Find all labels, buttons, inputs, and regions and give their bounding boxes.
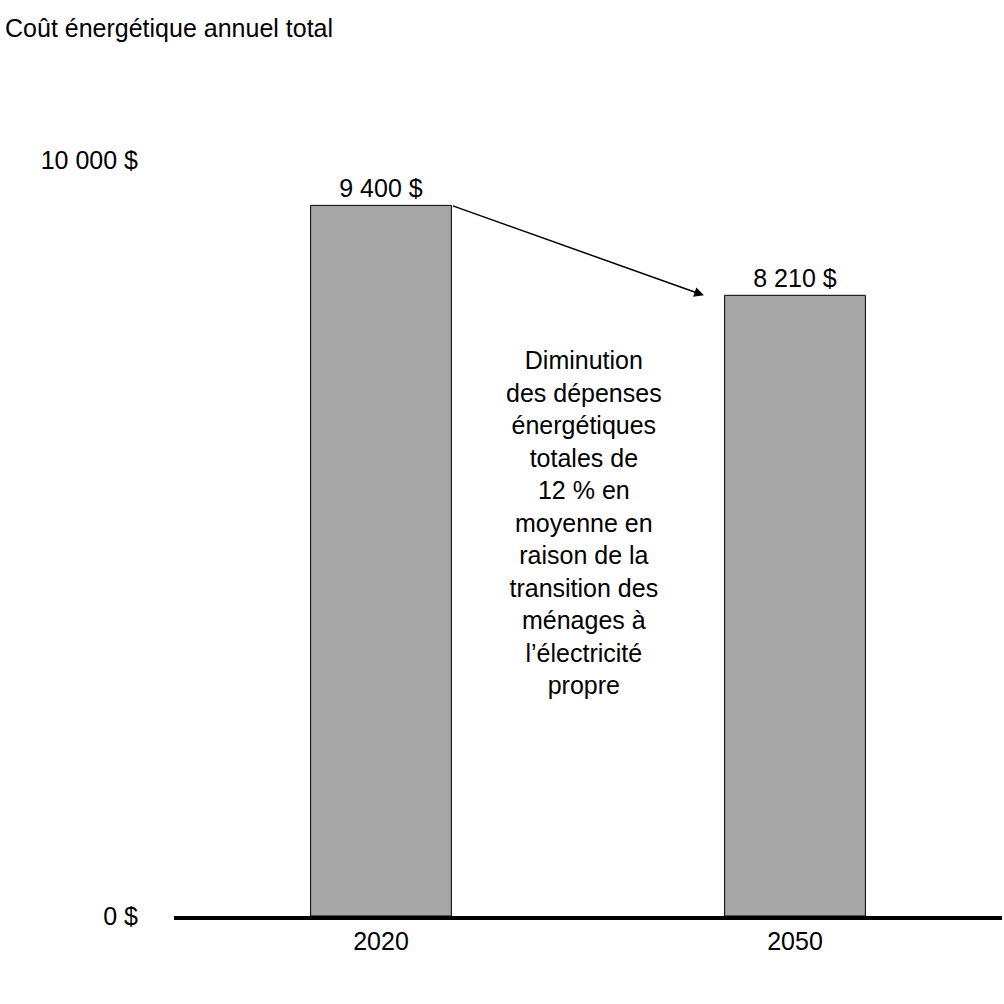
svg-text:10 000 $: 10 000 $ (41, 146, 138, 174)
svg-text:9 400 $: 9 400 $ (339, 174, 423, 202)
svg-text:Diminutiondes dépensesénergéti: Diminutiondes dépensesénergétiquestotale… (506, 346, 662, 699)
svg-text:0 $: 0 $ (103, 902, 138, 930)
svg-text:Coût énergétique annuel total: Coût énergétique annuel total (5, 14, 333, 42)
svg-text:2050: 2050 (767, 927, 823, 955)
svg-text:2020: 2020 (353, 927, 409, 955)
svg-text:8 210 $: 8 210 $ (753, 264, 837, 292)
